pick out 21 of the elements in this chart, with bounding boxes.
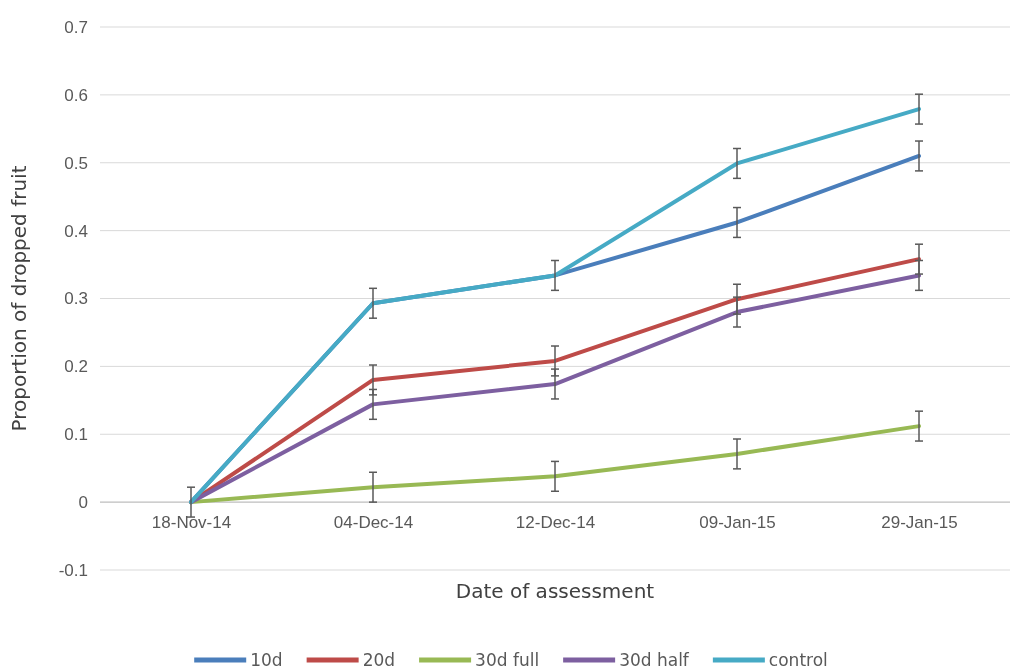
y-axis-title: Proportion of dropped fruit <box>7 165 31 432</box>
y-tick-label: 0.2 <box>64 357 88 377</box>
x-tick-label: 04-Dec-14 <box>333 513 414 533</box>
x-tick-label: 18-Nov-14 <box>151 513 232 533</box>
legend-label: 30d half <box>619 650 690 670</box>
y-tick-label: 0.6 <box>64 85 88 105</box>
x-tick-label: 12-Dec-14 <box>515 513 596 533</box>
y-tick-label: 0.4 <box>64 221 88 241</box>
legend-label: 10d <box>250 650 283 670</box>
y-tick-label: 0 <box>78 493 88 513</box>
y-tick-label: 0.3 <box>64 289 88 309</box>
y-tick-label: 0.5 <box>64 153 88 173</box>
x-tick-label: 09-Jan-15 <box>699 513 776 533</box>
x-tick-label: 29-Jan-15 <box>881 513 958 533</box>
y-tick-label: 0.1 <box>64 425 88 445</box>
y-tick-label: 0.7 <box>64 17 88 37</box>
y-tick-label: -0.1 <box>58 560 88 580</box>
legend-label: control <box>768 650 828 670</box>
x-axis-title: Date of assessment <box>455 579 655 603</box>
legend-label: 30d full <box>475 650 540 670</box>
legend-label: 20d <box>362 650 396 670</box>
